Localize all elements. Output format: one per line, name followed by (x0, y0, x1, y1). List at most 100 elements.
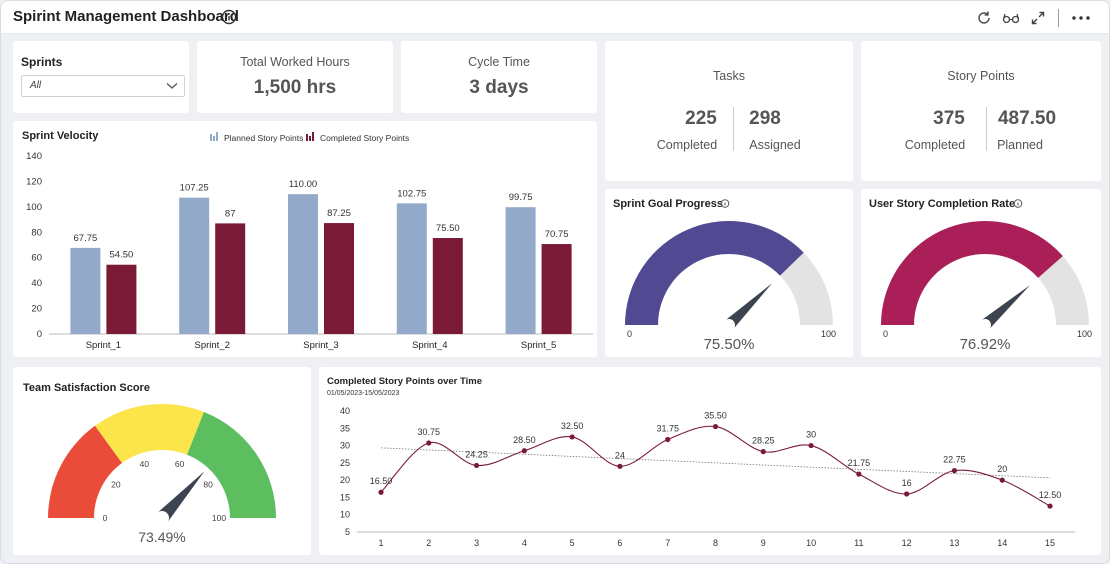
story-points-completed-label: Completed (904, 138, 966, 152)
data-point (473, 462, 480, 469)
x-tick-label: 11 (854, 538, 863, 548)
story-points-divider (986, 107, 987, 151)
x-tick-label: 9 (761, 538, 766, 548)
expand-icon[interactable] (1030, 10, 1046, 26)
data-label: 24 (615, 450, 625, 460)
y-tick-label: 30 (340, 441, 350, 451)
sprints-select[interactable]: All (21, 75, 185, 97)
sprints-select-value: All (30, 80, 42, 91)
y-tick-label: 80 (31, 227, 42, 238)
info-icon[interactable] (221, 9, 237, 25)
x-tick-label: 8 (713, 538, 718, 548)
trend-line (380, 447, 1051, 479)
legend-label: Completed Story Points (320, 133, 409, 143)
y-tick-label: 20 (31, 304, 42, 315)
story-points-label: Story Points (947, 69, 1015, 83)
gauge-min-label: 0 (627, 329, 632, 339)
x-tick-label: 3 (474, 538, 479, 548)
total-worked-hours-label: Total Worked Hours (240, 55, 350, 69)
tasks-divider (733, 107, 734, 151)
legend-swatch (210, 134, 212, 141)
data-label: 24.25 (465, 449, 488, 459)
tasks-label: Tasks (713, 69, 745, 83)
bar-data-label: 87 (225, 208, 236, 219)
gauge-band-mid (94, 404, 204, 463)
data-point (1047, 503, 1053, 509)
data-label: 22.75 (943, 455, 966, 465)
data-point (521, 448, 527, 454)
data-label: 30 (806, 430, 816, 440)
x-tick-label: 10 (806, 538, 816, 548)
data-point (951, 468, 958, 474)
legend-label: Planned Story Points (224, 133, 303, 143)
info-icon (720, 199, 730, 208)
x-tick-label: 1 (378, 538, 383, 548)
bar-data-label: 107.25 (180, 183, 209, 194)
gauge-tick-label: 80 (203, 479, 213, 489)
gauge-tick-label: 20 (111, 479, 121, 489)
data-label: 12.50 (1039, 490, 1062, 500)
bar-data-label: 99.75 (509, 192, 533, 203)
story-points-card: Story Points 375 Completed 487.50 Planne… (861, 41, 1101, 181)
gauge-value-band (881, 221, 1063, 325)
gauge-value-label: 76.92% (960, 336, 1011, 353)
y-tick-label: 0 (37, 329, 42, 340)
data-point (665, 436, 671, 443)
total-worked-hours-value: 1,500 hrs (253, 77, 337, 98)
data-point (808, 442, 814, 449)
story-points-over-time-card: Completed Story Points over Time 01/05/20… (319, 367, 1101, 555)
completed-bar (541, 244, 572, 334)
refresh-icon[interactable] (976, 10, 992, 26)
sprints-filter-card: Sprints All (13, 41, 189, 113)
x-tick-label: Sprint_3 (303, 340, 338, 351)
team-satisfaction-chart: Team Satisfaction Score 0 20 40 60 80 100 73.49… (23, 382, 276, 545)
legend-item-completed: Completed Story Points (306, 132, 409, 143)
dashboard-header: Spirint Management Dashboard (1, 1, 1109, 34)
sprint-velocity-card: Sprint Velocity Planned Story Points Compl… (13, 121, 597, 357)
gauge-band-low (48, 425, 123, 518)
gauge-tick-label: 0 (103, 513, 108, 523)
story-points-completed-value: 375 (933, 108, 965, 129)
y-tick-label: 40 (340, 406, 350, 416)
data-point (760, 449, 766, 455)
gauge-tick-label: 100 (212, 513, 226, 523)
data-label: 21.75 (848, 458, 871, 468)
info-icon-bar (1017, 202, 1019, 206)
completed-bar (215, 223, 246, 334)
cycle-time-label: Cycle Time (468, 55, 530, 69)
data-label: 30.75 (418, 427, 441, 437)
legend-swatch (216, 132, 218, 141)
gauge-min-label: 0 (883, 329, 888, 339)
y-tick-label: 20 (340, 475, 350, 485)
x-tick-label: Sprint_2 (195, 340, 230, 351)
y-tick-label: 15 (340, 492, 350, 502)
info-icon-bar (724, 202, 726, 206)
planned-bar (70, 247, 101, 334)
sprint-velocity-title: Sprint Velocity (22, 130, 99, 142)
gauge-needle (724, 283, 773, 330)
dashboard-title: Spirint Management Dashboard (13, 8, 239, 25)
legend-swatch (213, 136, 215, 141)
data-label: 20 (997, 464, 1007, 474)
gauge-needle (156, 471, 205, 523)
bar-data-label: 67.75 (74, 233, 98, 244)
data-point (999, 477, 1005, 483)
x-tick-label: 14 (997, 538, 1007, 548)
info-icon-ring (1013, 199, 1023, 208)
data-label: 28.25 (752, 436, 775, 446)
data-label: 16 (902, 478, 912, 488)
x-tick-label: 2 (426, 538, 431, 548)
y-tick-label: 120 (26, 176, 42, 187)
chevron-down-icon (166, 83, 178, 89)
more-icon[interactable] (1071, 10, 1091, 26)
data-label: 32.50 (561, 421, 584, 431)
sprint-goal-progress-card: Sprint Goal Progress 0 100 75.50% (605, 189, 853, 357)
story-points-planned-label: Planned (997, 138, 1043, 152)
x-tick-label: 15 (1045, 538, 1055, 548)
line-chart-subtitle: 01/05/2023-15/05/2023 (327, 390, 400, 397)
glasses-icon[interactable] (1002, 10, 1020, 26)
data-label: 16.50 (370, 476, 393, 486)
data-label: 28.50 (513, 435, 536, 445)
info-icon (1013, 199, 1023, 208)
